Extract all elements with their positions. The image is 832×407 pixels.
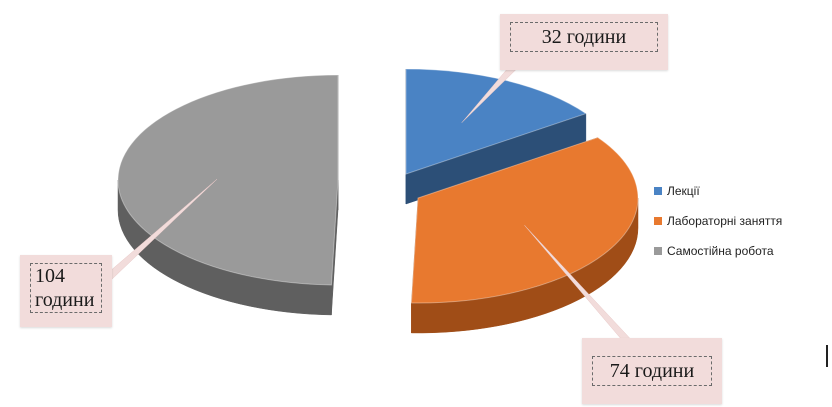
data-label-self-study: 104 години [20,255,112,327]
pie-slice-labs-top [410,137,639,304]
data-label-lectures: 32 години [500,14,668,70]
pie-slice-labs [410,137,639,334]
legend-item-lectures: Лекції [654,176,782,206]
legend: Лекції Лабораторні заняття Самостійна ро… [654,176,782,266]
legend-label-lectures: Лекції [667,184,700,198]
pie-slice-lectures [405,68,588,205]
pie-slice-lectures-top [405,68,588,175]
data-label-lectures-text: 32 години [510,22,658,52]
data-label-self-study-text: 104 години [30,263,102,313]
slices-layer [117,68,639,334]
text-cursor [826,345,828,367]
legend-swatch-self-study [654,247,662,255]
legend-item-self-study: Самостійна робота [654,236,782,266]
legend-label-self-study: Самостійна робота [667,244,774,258]
legend-swatch-lectures [654,187,662,195]
legend-label-labs: Лабораторні заняття [667,214,783,228]
leader-lines-layer [96,56,644,359]
pie-slice-self-study-top [117,74,339,286]
legend-item-labs: Лабораторні заняття [654,206,782,236]
data-label-labs-text: 74 години [592,356,712,386]
pie-slice-self-study [117,74,339,316]
legend-swatch-labs [654,217,662,225]
data-label-labs: 74 години [582,338,722,404]
